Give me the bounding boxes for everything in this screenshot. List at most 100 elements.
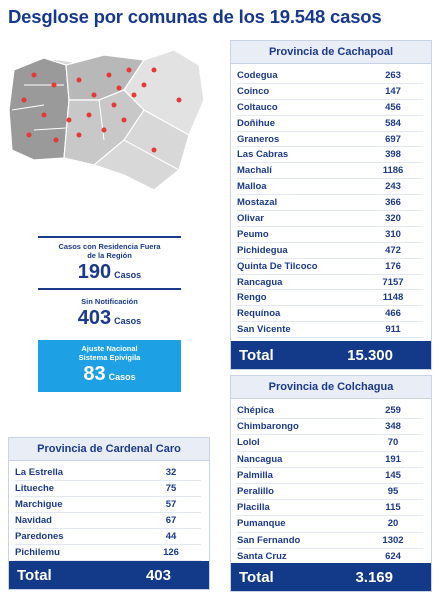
commune-cases: 398 <box>385 149 401 161</box>
commune-row: Peralillo 95 <box>237 484 423 501</box>
box-value: 190 <box>77 261 112 283</box>
commune-row: Lolol 70 <box>237 435 423 452</box>
total-value: 15.300 <box>347 346 393 364</box>
commune-row: Malloa 243 <box>237 179 423 196</box>
commune-row: Requínoa 466 <box>237 306 423 323</box>
commune-name: Rancagua <box>237 276 283 288</box>
commune-name: Chépica <box>237 405 274 417</box>
commune-name: San Fernando <box>237 534 301 546</box>
commune-cases: 466 <box>385 308 401 320</box>
commune-row: Mostazal 366 <box>237 195 423 212</box>
commune-cases: 320 <box>385 212 401 224</box>
info-box: Ajuste Nacional Sistema Epivigila 83 Casos <box>38 340 181 392</box>
commune-name: Paredones <box>15 531 64 542</box>
commune-name: Rengo <box>237 292 267 304</box>
box-value-line: 403 Casos <box>38 307 181 330</box>
province-rows: Codegua 263 Coinco 147 Coltauco 456 Doñihue 584… <box>231 64 431 339</box>
commune-name: Chimbarongo <box>237 421 299 433</box>
commune-cases: 243 <box>385 181 401 193</box>
commune-name: Placilla <box>237 502 270 514</box>
commune-cases: 584 <box>385 117 401 129</box>
commune-row: Codegua 263 <box>237 68 423 84</box>
commune-name: Peumo <box>237 228 269 240</box>
commune-row: Rengo 1148 <box>237 290 423 307</box>
commune-cases: 1186 <box>382 165 404 177</box>
commune-cases: 456 <box>385 101 401 113</box>
commune-name: Codegua <box>237 69 278 81</box>
total-value: 3.169 <box>355 568 393 586</box>
commune-cases: 126 <box>163 547 179 558</box>
commune-cases: 147 <box>385 85 401 97</box>
commune-name: Coinco <box>237 85 270 97</box>
commune-name: Peralillo <box>237 486 274 498</box>
total-row: Total 15.300 <box>231 341 431 369</box>
commune-row: Graneros 697 <box>237 132 423 148</box>
commune-cases: 7157 <box>382 276 404 288</box>
commune-row: Paredones 44 <box>15 529 201 545</box>
commune-row: Coltauco 456 <box>237 100 423 116</box>
commune-cases: 67 <box>165 515 177 526</box>
box-label: Ajuste Nacional Sistema Epivigila <box>78 344 141 362</box>
province-table: Provincia de Colchagua Chépica 259 Chimbaro… <box>230 375 432 592</box>
commune-cases: 57 <box>165 499 177 510</box>
commune-row: Nancagua 191 <box>237 452 423 468</box>
total-label: Total <box>17 566 52 584</box>
province-table: Provincia de Cardenal Caro La Estrella 32 L… <box>8 437 210 590</box>
commune-row: Machalí 1186 <box>237 163 423 180</box>
commune-cases: 1148 <box>382 292 404 304</box>
province-table: Provincia de Cachapoal Codegua 263 Coinco 14… <box>230 40 432 370</box>
total-row: Total 403 <box>9 561 209 589</box>
commune-row: Doñihue 584 <box>237 116 423 132</box>
commune-name: Pichilemu <box>15 547 60 558</box>
commune-cases: 348 <box>385 421 401 433</box>
commune-row: Las Cabras 398 <box>237 147 423 164</box>
page-title: Desglose por comunas de los 19.548 casos <box>8 6 382 27</box>
commune-name: Coltauco <box>237 101 278 113</box>
commune-row: Chimbarongo 348 <box>237 419 423 436</box>
commune-row: Olivar 320 <box>237 211 423 227</box>
commune-row: Placilla 115 <box>237 500 423 517</box>
commune-name: Lolol <box>237 437 260 449</box>
commune-name: Quinta De Tilcoco <box>237 260 318 272</box>
commune-name: Santa Cruz <box>237 550 287 562</box>
commune-cases: 472 <box>385 244 401 256</box>
commune-name: Machalí <box>237 165 272 177</box>
commune-cases: 75 <box>165 483 177 494</box>
commune-row: Rancagua 7157 <box>237 275 423 291</box>
commune-cases: 366 <box>385 197 401 209</box>
commune-cases: 95 <box>387 486 399 498</box>
commune-name: San Vicente <box>237 324 291 336</box>
commune-cases: 176 <box>385 260 401 272</box>
commune-row: San Fernando 1302 <box>237 533 423 549</box>
commune-row: Peumo 310 <box>237 227 423 243</box>
commune-name: Las Cabras <box>237 149 289 161</box>
total-label: Total <box>239 346 274 364</box>
commune-cases: 624 <box>385 550 401 562</box>
province-name: Provincia de Cardenal Caro <box>9 438 209 461</box>
commune-cases: 1302 <box>382 534 404 546</box>
box-value-line: 83 Casos <box>38 363 181 386</box>
box-unit: Casos <box>114 270 142 280</box>
info-box: Casos con Residencia Fuera de la Región 1… <box>38 236 181 290</box>
region-map <box>8 49 205 191</box>
commune-name: Navidad <box>15 515 52 526</box>
box-label: Sin Notificación <box>81 297 138 306</box>
box-value: 83 <box>83 363 106 385</box>
commune-row: Pichilemu 126 <box>15 545 201 561</box>
commune-name: Mostazal <box>237 197 278 209</box>
commune-cases: 32 <box>165 467 177 478</box>
box-value: 403 <box>77 307 112 329</box>
commune-cases: 20 <box>387 518 399 530</box>
commune-cases: 259 <box>385 405 401 417</box>
commune-row: San Vicente 911 <box>237 322 423 339</box>
commune-name: Olivar <box>237 212 264 224</box>
commune-row: Quinta De Tilcoco 176 <box>237 259 423 275</box>
box-unit: Casos <box>114 316 142 326</box>
commune-row: Palmilla 145 <box>237 468 423 484</box>
info-box: Sin Notificación 403 Casos <box>38 296 181 336</box>
commune-name: Litueche <box>15 483 55 494</box>
commune-cases: 697 <box>385 133 401 145</box>
commune-row: La Estrella 32 <box>15 465 201 481</box>
commune-row: Litueche 75 <box>15 481 201 497</box>
